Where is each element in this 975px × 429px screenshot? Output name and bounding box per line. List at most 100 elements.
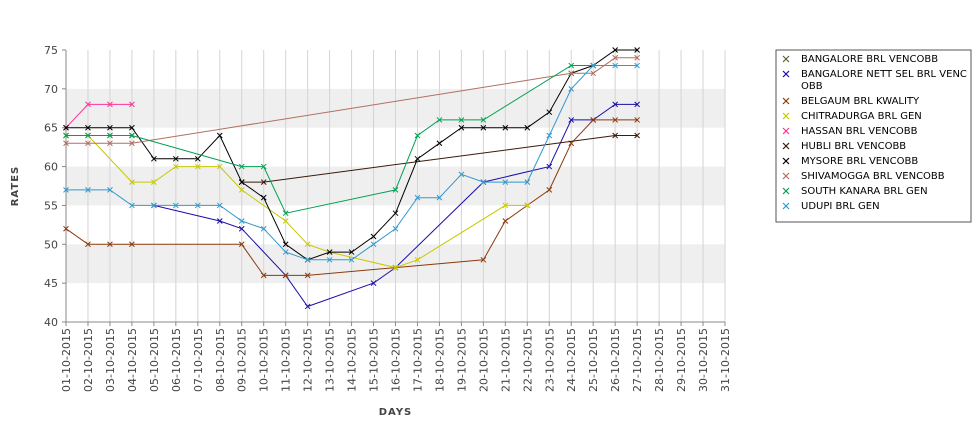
point-marker-stroke (546, 109, 553, 116)
data-point (260, 225, 267, 232)
data-point (107, 187, 113, 193)
series-8 (63, 54, 640, 147)
data-point (63, 187, 69, 193)
legend-label-line: BANGALORE NETT SEL BRL VENC (801, 69, 967, 80)
point-marker-stroke (129, 140, 135, 147)
data-point (414, 155, 421, 162)
data-point (107, 101, 113, 108)
point-marker-stroke (590, 70, 597, 77)
point-marker-stroke (238, 218, 245, 224)
point-marker-stroke (172, 202, 179, 209)
legend-marker (782, 55, 790, 63)
point-marker-stroke (194, 202, 201, 209)
point-marker-stroke (480, 117, 487, 123)
data-point (392, 210, 399, 217)
point-marker-stroke (370, 233, 377, 240)
legend-marker (782, 187, 790, 195)
data-point (326, 249, 333, 255)
x-tick-label: 22-10-2015 (521, 328, 534, 392)
data-point (480, 256, 487, 263)
data-point (524, 179, 531, 185)
data-point (568, 86, 575, 92)
point-marker-stroke (590, 62, 597, 69)
point-marker-stroke (129, 132, 135, 139)
data-point (129, 179, 135, 185)
legend-label: CHITRADURGA BRL GEN (801, 111, 922, 122)
point-marker-stroke (194, 163, 201, 170)
y-tick-label: 75 (44, 44, 58, 57)
data-point (458, 117, 465, 123)
data-point (436, 117, 443, 123)
point-marker-stroke (590, 117, 597, 123)
point-marker-stroke (414, 132, 421, 139)
data-point (480, 124, 487, 131)
data-point (304, 241, 311, 248)
point-marker-stroke (436, 140, 443, 147)
data-point (216, 132, 223, 139)
point-marker-stroke (634, 62, 640, 69)
x-tick-label: 12-10-2015 (302, 328, 315, 392)
legend-label: BELGAUM BRL KWALITY (801, 96, 920, 107)
point-marker-stroke (326, 249, 333, 255)
point-marker-stroke (282, 218, 289, 224)
x-tick-label: 10-10-2015 (258, 328, 271, 392)
x-tick-label: 21-10-2015 (499, 328, 512, 392)
legend-marker (782, 202, 790, 210)
legend-box (775, 49, 972, 223)
point-marker-stroke (524, 202, 531, 209)
legend-marker (782, 70, 790, 78)
series-line (66, 65, 594, 214)
point-marker-stroke (260, 194, 267, 201)
point-marker-stroke (129, 241, 135, 248)
point-marker-stroke (63, 187, 69, 193)
point-marker-stroke (568, 62, 575, 69)
point-marker-stroke (436, 117, 443, 123)
data-point (612, 62, 619, 69)
y-tick-label: 60 (44, 161, 58, 174)
point-marker-stroke (151, 202, 157, 209)
data-point (436, 194, 443, 201)
x-tick-label: 05-10-2015 (148, 328, 161, 392)
data-point (238, 163, 245, 170)
data-point (304, 303, 311, 310)
x-tick-label: 13-10-2015 (324, 328, 337, 392)
data-point (151, 202, 157, 209)
point-marker-stroke (238, 241, 245, 248)
x-tick-label: 25-10-2015 (587, 328, 600, 392)
point-marker-stroke (546, 187, 553, 193)
legend-label: MYSORE BRL VENCOBB (801, 156, 918, 167)
data-point (370, 233, 377, 240)
x-tick-label: 09-10-2015 (236, 328, 249, 392)
point-marker-stroke (85, 132, 91, 139)
legend-label-line: HASSAN BRL VENCOBB (801, 126, 918, 137)
point-marker-stroke (348, 256, 355, 263)
data-point (63, 132, 69, 139)
data-point (568, 117, 575, 123)
point-marker-stroke (151, 155, 157, 162)
x-tick-label: 15-10-2015 (368, 328, 381, 392)
point-marker-stroke (260, 225, 267, 232)
data-point (282, 218, 289, 224)
x-axis-ticks: 01-10-2015 02-10-2015 03-10-2015 04-10-2015… (60, 322, 732, 392)
data-point (546, 163, 553, 170)
data-point (568, 70, 575, 77)
data-point (216, 163, 223, 170)
data-point (590, 62, 597, 69)
legend-item: MYSORE BRL VENCOBB (782, 156, 918, 167)
point-marker-stroke (304, 272, 311, 279)
data-point (546, 187, 553, 193)
x-tick-label: 07-10-2015 (192, 328, 205, 392)
point-marker-stroke (480, 179, 487, 185)
point-marker-stroke (502, 202, 509, 209)
data-point (480, 179, 487, 185)
legend-marker (782, 97, 790, 105)
point-marker-stroke (458, 117, 465, 123)
point-marker-stroke (216, 163, 223, 170)
point-marker-stroke (634, 117, 640, 123)
point-marker-stroke (63, 140, 69, 147)
point-marker-stroke (107, 132, 113, 139)
data-point (634, 47, 640, 53)
point-marker-stroke (568, 86, 575, 92)
data-point (107, 140, 113, 147)
data-point (194, 202, 201, 209)
